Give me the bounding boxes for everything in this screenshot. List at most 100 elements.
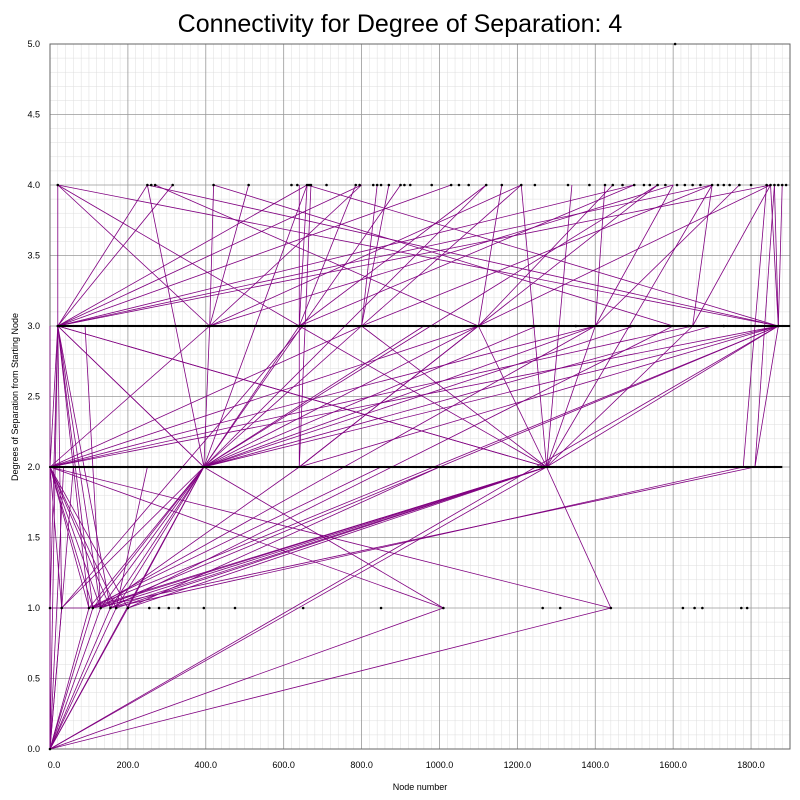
- node-point: [603, 183, 607, 187]
- node-point: [403, 183, 406, 187]
- node-point: [683, 183, 687, 187]
- edge-line: [49, 466, 129, 609]
- edge-line: [49, 325, 596, 468]
- node-point: [664, 183, 667, 187]
- node-point: [301, 606, 305, 610]
- edge-line: [49, 325, 210, 468]
- node-point: [307, 183, 311, 187]
- edge-line: [49, 607, 90, 750]
- node-point: [722, 324, 726, 328]
- node-point: [500, 183, 504, 187]
- node-point: [60, 606, 63, 610]
- edge-line: [49, 466, 547, 750]
- y-tick-label: 1.5: [27, 533, 40, 543]
- edge-line: [57, 184, 308, 327]
- edge-line: [92, 466, 756, 609]
- edge-line: [110, 466, 205, 609]
- edge-line: [88, 466, 382, 609]
- node-point: [749, 183, 753, 187]
- node-point: [738, 183, 741, 187]
- edge-line: [49, 466, 444, 609]
- node-point: [387, 183, 391, 187]
- node-point: [533, 183, 537, 187]
- edge-line: [209, 184, 214, 327]
- y-tick-label: 2.0: [27, 462, 40, 472]
- edge-line: [546, 325, 693, 468]
- node-point: [716, 183, 720, 187]
- node-point: [233, 606, 237, 610]
- node-point: [56, 183, 60, 187]
- edge-line: [154, 184, 479, 327]
- edge-line: [49, 325, 59, 750]
- node-point: [621, 183, 624, 187]
- edge-line: [49, 607, 94, 750]
- edge-line: [57, 184, 779, 327]
- edge-line: [203, 325, 362, 468]
- edge-line: [203, 466, 444, 609]
- node-point: [109, 606, 112, 610]
- node-point: [457, 183, 461, 187]
- node-point: [687, 324, 691, 328]
- node-points: [48, 42, 791, 751]
- x-tick-label: 400.0: [195, 760, 218, 770]
- node-point: [399, 183, 402, 187]
- edge-line: [49, 325, 479, 468]
- edge-line: [110, 466, 744, 609]
- edge-line: [49, 607, 117, 750]
- y-tick-label: 4.0: [27, 180, 40, 190]
- x-tick-label: 600.0: [272, 760, 295, 770]
- node-point: [609, 606, 613, 610]
- edge-line: [478, 184, 771, 327]
- node-point: [519, 183, 523, 187]
- edge-line: [594, 184, 740, 327]
- node-point: [773, 183, 776, 187]
- node-point: [745, 606, 749, 610]
- node-point: [202, 606, 206, 610]
- edge-line: [203, 325, 537, 468]
- edge-line: [361, 184, 378, 327]
- x-tick-label: 1200.0: [504, 760, 532, 770]
- node-point: [305, 183, 309, 187]
- node-point: [408, 183, 412, 187]
- edge-line: [478, 184, 503, 327]
- edge-line: [203, 325, 635, 468]
- x-tick-label: 200.0: [117, 760, 140, 770]
- x-tick-label: 0.0: [48, 760, 61, 770]
- node-point: [146, 183, 149, 187]
- edge-line: [203, 325, 713, 468]
- node-point: [87, 606, 91, 610]
- edge-line: [777, 184, 783, 327]
- node-point: [699, 183, 702, 187]
- y-tick-label: 3.0: [27, 321, 40, 331]
- edge-line: [203, 325, 596, 468]
- edge-line: [100, 466, 300, 609]
- node-point: [434, 324, 437, 328]
- node-point: [325, 183, 328, 187]
- node-point: [430, 183, 433, 187]
- edge-line: [361, 184, 713, 327]
- node-point: [371, 183, 375, 187]
- edge-line: [49, 466, 94, 609]
- node-point: [208, 324, 211, 328]
- edge-line: [49, 325, 779, 468]
- edge-line: [299, 184, 635, 327]
- node-point: [177, 606, 180, 610]
- edge-line: [115, 466, 205, 609]
- edge-line: [49, 466, 111, 609]
- node-point: [290, 183, 293, 187]
- edge-line: [361, 184, 522, 327]
- node-point: [728, 183, 731, 187]
- edge-line: [127, 466, 547, 609]
- node-point: [48, 606, 52, 610]
- edge-line: [49, 466, 102, 609]
- edge-line: [49, 607, 444, 750]
- node-point: [375, 183, 379, 187]
- node-point: [449, 183, 453, 187]
- node-point: [780, 183, 784, 187]
- edge-line: [57, 325, 205, 468]
- edge-line: [49, 607, 102, 750]
- node-point: [153, 183, 157, 187]
- node-point: [675, 183, 679, 187]
- x-tick-label: 1000.0: [426, 760, 454, 770]
- node-point: [379, 183, 383, 187]
